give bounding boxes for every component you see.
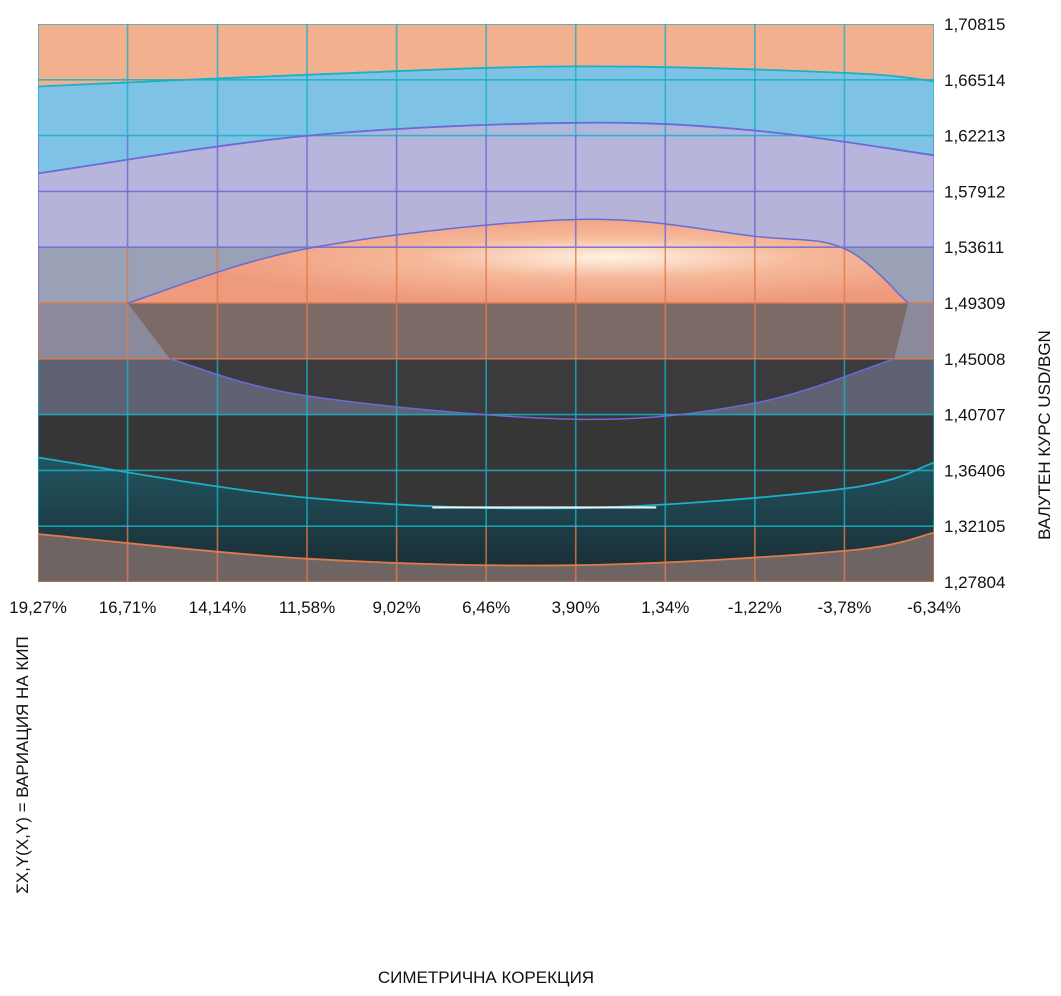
x-tick-label: 9,02% [373,598,421,617]
region-lens-lower [127,302,909,359]
x-tick-label: -6,34% [907,598,961,617]
x-tick-label: 11,58% [279,598,335,617]
region-bottom-taupe [38,532,934,582]
gridlines [38,24,934,582]
y-tick-label: 1,32105 [944,517,1005,536]
x-tick-label: -3,78% [817,598,871,617]
y-tick-label: 1,45008 [944,350,1005,369]
x-tick-label: -1,22% [728,598,782,617]
x-tick-label: 19,27% [9,598,67,617]
contour-line-teal-lower [38,531,934,567]
x-axis-title: СИМЕТРИЧНА КОРЕКЦИЯ [378,968,594,987]
plot-area [38,24,934,582]
y-tick-label: 1,57912 [944,182,1005,201]
contour-line-lower-cap [169,358,895,421]
y-axis-title-right: ВАЛУТЕН КУРС USD/BGN [1035,330,1054,540]
x-tick-label: 3,90% [552,598,600,617]
contour-line-second-band-lower [38,121,934,175]
y-tick-label: 1,49309 [944,294,1005,313]
y-tick-label: 1,66514 [944,71,1005,90]
x-tick-labels: 19,27% 16,71% 14,14% 11,58% 9,02% 6,46% 3,90% 1… [9,598,961,617]
y-tick-label: 1,40707 [944,406,1005,425]
region-peak-upper [127,219,909,304]
x-tick-label: 16,71% [99,598,157,617]
y-tick-labels: 1,70815 1,66514 1,62213 1,57912 1,53611 1,493… [944,15,1005,592]
y-tick-label: 1,36406 [944,461,1005,480]
y-tick-label: 1,70815 [944,15,1005,34]
region-lower-cap [169,358,895,420]
contour-line-top-band-lower [38,65,934,88]
y-axis-title-left: ΣX,Y(X,Y) = ВАРИАЦИЯ НА КИП [13,636,32,894]
y-tick-label: 1,53611 [944,238,1004,257]
x-tick-label: 1,34% [641,598,689,617]
y-tick-label: 1,62213 [944,127,1005,146]
contour-line-upper-cap [127,218,909,304]
contour-lines [38,65,934,567]
x-tick-label: 6,46% [462,598,510,617]
x-tick-label: 14,14% [189,598,247,617]
y-tick-label: 1,27804 [944,573,1005,592]
